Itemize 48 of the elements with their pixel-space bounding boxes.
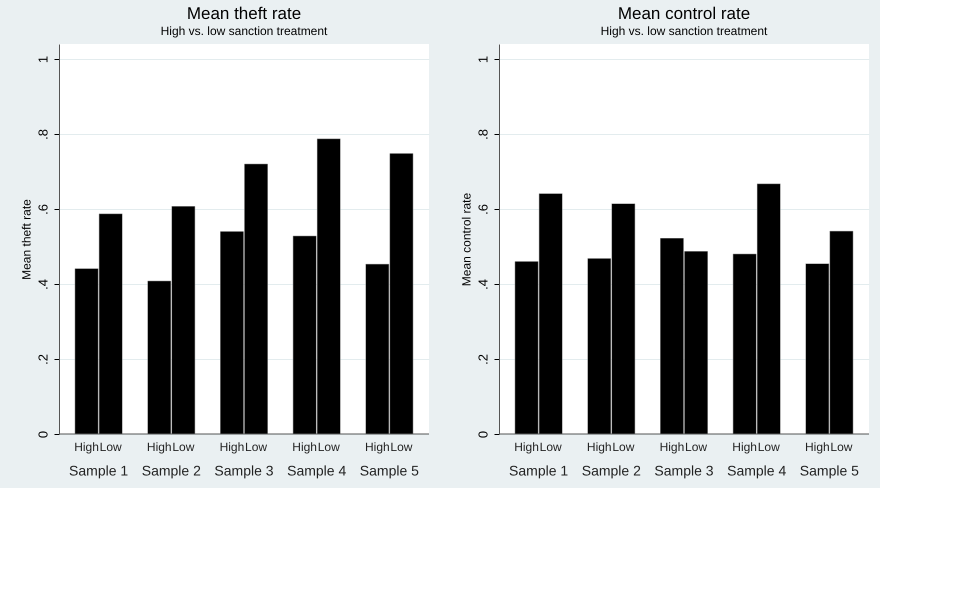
x-tick-label: Sample 3	[654, 462, 714, 478]
chart-subtitle: High vs. low sanction treatment	[600, 24, 768, 38]
series-label: Low	[100, 440, 122, 454]
text: High	[732, 440, 757, 454]
text: Low	[390, 440, 412, 454]
y-tick-label: .2	[476, 354, 490, 365]
y-tick-label: .6	[36, 204, 50, 215]
x-tick-label: Sample 5	[800, 462, 860, 478]
x-tick-label: Sample 4	[287, 462, 346, 478]
y-tick-label: .8	[476, 129, 490, 140]
text: High	[586, 440, 612, 454]
x-tick-label: Sample 1	[69, 462, 128, 478]
y-axis-title: Mean theft rate	[20, 198, 34, 280]
text: Low	[318, 440, 340, 454]
text: High	[660, 440, 684, 454]
series-label: Low	[540, 440, 562, 454]
chart-title: Mean theft rate	[186, 4, 302, 23]
text: High	[804, 440, 830, 454]
y-tick-label: .6	[476, 204, 490, 215]
x-tick-label: Sample 2	[582, 462, 642, 478]
text: High	[364, 440, 390, 454]
x-tick-label: Sample 1	[509, 462, 568, 478]
series-label: High	[220, 440, 244, 454]
text: Low	[172, 440, 194, 454]
x-tick-label: Sample 2	[142, 462, 202, 478]
text: Low	[758, 440, 780, 454]
series-label: High	[514, 440, 539, 454]
y-axis-title: Mean control rate	[460, 192, 474, 286]
y-tick-label: .8	[36, 129, 50, 140]
x-tick-label: Sample 3	[214, 462, 274, 478]
text: Low	[830, 440, 852, 454]
text: Low	[685, 440, 708, 454]
x-tick-label: Sample 4	[727, 462, 786, 478]
chart-title: Mean control rate	[618, 4, 750, 23]
y-tick-label: 1	[476, 56, 490, 64]
text: Low	[245, 440, 268, 454]
text: High	[146, 440, 172, 454]
x-tick-label: Sample 5	[360, 462, 420, 478]
y-tick-label: 0	[476, 430, 490, 438]
text: High	[292, 440, 317, 454]
y-tick-label: 0	[36, 430, 50, 438]
text: Low	[612, 440, 634, 454]
text: High	[74, 440, 99, 454]
y-tick-label: .2	[36, 354, 50, 365]
chart-subtitle: High vs. low sanction treatment	[160, 24, 328, 38]
y-tick-label: .4	[36, 279, 50, 290]
y-tick-label: 1	[36, 56, 50, 64]
y-tick-label: .4	[476, 279, 490, 290]
